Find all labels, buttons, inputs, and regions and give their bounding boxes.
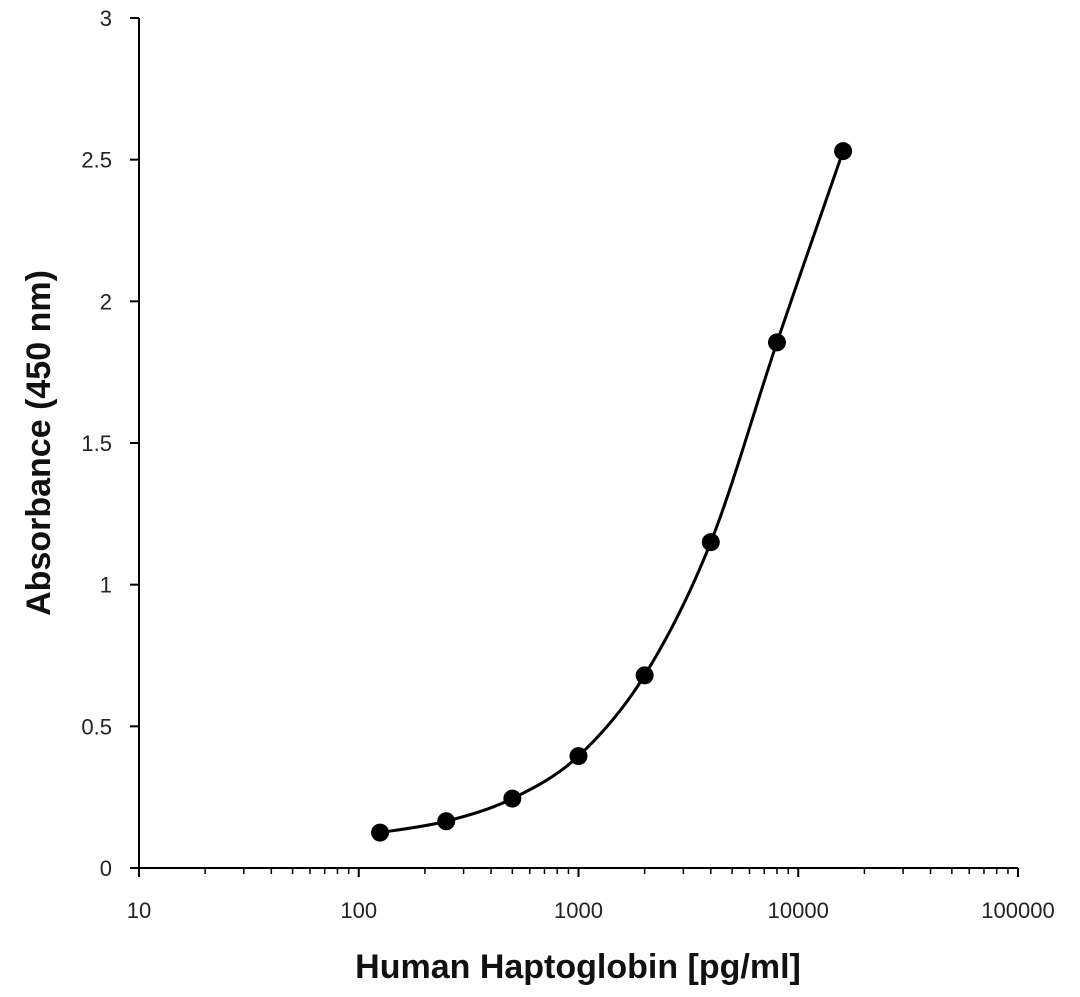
data-point (437, 812, 456, 831)
x-ticks: 10 100 1000 10000 100000 (127, 868, 1055, 923)
y-tick-label: 1.5 (81, 431, 112, 456)
x-tick-label: 100 (340, 898, 377, 923)
axes (138, 18, 1018, 869)
x-tick-label: 1000 (554, 898, 603, 923)
y-tick-label: 0.5 (81, 714, 112, 739)
data-point (834, 142, 853, 161)
data-point (767, 333, 786, 352)
y-tick-label: 1 (100, 573, 112, 598)
curve-layer (379, 150, 845, 835)
y-tick-label: 2.5 (81, 148, 112, 173)
data-point (503, 789, 522, 808)
y-axis-title: Absorbance (450 nm) (20, 270, 58, 616)
data-point (569, 747, 588, 766)
data-point (701, 533, 720, 552)
data-point (371, 823, 390, 842)
y-tick-label: 3 (100, 6, 112, 31)
y-tick-label: 2 (100, 289, 112, 314)
x-tick-label: 10 (127, 898, 151, 923)
y-ticks: 0 0.5 1 1.5 2 2.5 3 (81, 6, 139, 881)
series-line (379, 150, 845, 835)
points-layer (371, 142, 853, 842)
x-tick-label: 10000 (768, 898, 829, 923)
y-tick-label: 0 (100, 856, 112, 881)
data-point (635, 666, 654, 685)
x-tick-label: 100000 (981, 898, 1054, 923)
x-axis-title: Human Haptoglobin [pg/ml] (355, 948, 801, 986)
